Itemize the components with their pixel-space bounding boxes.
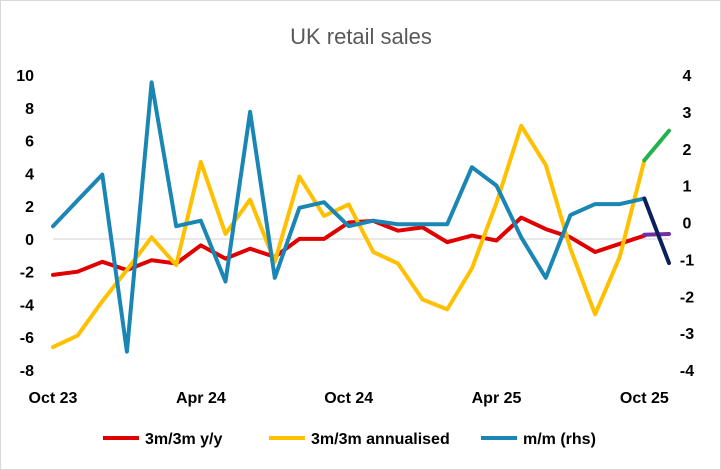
y-right-tick-label: 1	[683, 179, 692, 196]
legend: 3m/3m y/y 3m/3m annualised m/m (rhs)	[103, 431, 596, 448]
y-left-tick-label: -8	[20, 363, 34, 380]
y-right-tick-label: -3	[680, 326, 694, 343]
y-right-tick-label: 3	[683, 105, 692, 122]
y-right-tick-label: -2	[680, 289, 694, 306]
x-tick-label: Oct 23	[29, 390, 78, 407]
legend-label-3m-3m-y-y: 3m/3m y/y	[145, 431, 222, 448]
x-tick-label: Apr 25	[472, 390, 522, 407]
x-tick-label: Apr 24	[176, 390, 226, 407]
series-extension-3	[642, 196, 671, 266]
y-right-tick-label: -4	[680, 363, 694, 380]
y-left-tick-label: -2	[20, 265, 34, 282]
y-left-tick-label: -4	[20, 297, 34, 314]
y-right-tick-label: 0	[683, 216, 692, 233]
legend-label-3m-3m-annualised: 3m/3m annualised	[311, 431, 450, 448]
series-line-3m-3m-y-y	[51, 215, 647, 277]
series-line-3m-3m-annualised	[51, 123, 647, 350]
y-right-axis: 4 3 2 1 0 -1 -2 -3 -4	[680, 68, 694, 380]
y-left-tick-label: -6	[20, 330, 34, 347]
y-left-tick-label: 4	[25, 166, 34, 183]
y-right-tick-label: 2	[683, 142, 692, 159]
y-left-tick-label: 0	[25, 232, 34, 249]
series-line-m-m-rhs	[51, 80, 647, 354]
y-left-tick-label: 2	[25, 199, 34, 216]
x-axis: Oct 23 Apr 24 Oct 24 Apr 25 Oct 25	[29, 390, 669, 407]
y-right-tick-label: -1	[680, 252, 694, 269]
y-left-tick-label: 8	[25, 101, 34, 118]
series-layer	[51, 80, 671, 354]
x-tick-label: Oct 24	[324, 390, 373, 407]
y-right-tick-label: 4	[683, 68, 692, 85]
y-left-tick-label: 6	[25, 134, 34, 151]
series-extension-1	[642, 128, 671, 163]
x-tick-label: Oct 25	[620, 390, 669, 407]
legend-label-m-m-rhs: m/m (rhs)	[523, 431, 596, 448]
y-left-tick-label: 10	[16, 68, 34, 85]
chart-title: UK retail sales	[290, 24, 432, 49]
y-left-axis: 10 8 6 4 2 0 -2 -4 -6 -8	[16, 68, 34, 380]
